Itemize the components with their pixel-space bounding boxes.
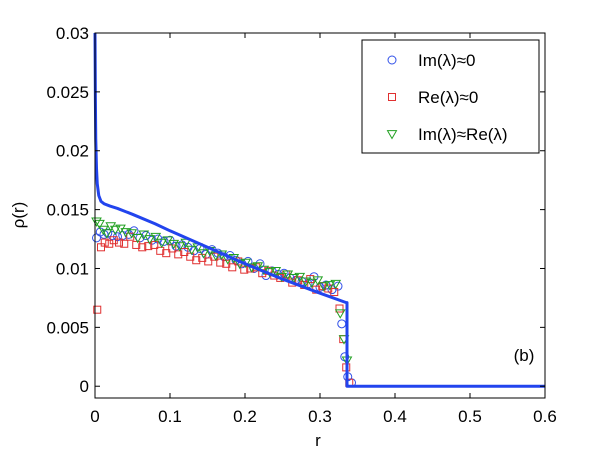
series-1-point [156, 246, 165, 255]
x-tick-label: 0.6 [533, 407, 557, 426]
series-2-point [91, 217, 102, 227]
series-2-point [126, 229, 138, 239]
series-1-point [126, 232, 135, 241]
legend-entry-label: Im(λ)≈0 [418, 51, 476, 70]
y-tick-label: 0.025 [46, 83, 89, 102]
x-tick-label: 0.5 [458, 407, 482, 426]
series-2-point [198, 249, 210, 259]
series-2-point [186, 245, 198, 256]
series-1-point [138, 243, 147, 252]
x-tick-label: 0.3 [308, 407, 332, 426]
series-2-point [150, 232, 162, 243]
series-2-point [94, 219, 105, 230]
data-layer [91, 32, 545, 388]
series-2-point [120, 228, 132, 238]
series-1-point [174, 250, 183, 259]
x-tick-label: 0.4 [383, 407, 407, 426]
series-2-point [144, 235, 156, 245]
series-1-point [132, 240, 141, 249]
y-tick-label: 0.005 [46, 318, 89, 337]
series-1-point [330, 288, 339, 297]
series-1-point [228, 263, 237, 272]
x-axis-label: r [315, 431, 321, 450]
x-tick-label: 0.1 [158, 407, 182, 426]
series-1-point [180, 248, 189, 256]
series-2-point [294, 272, 306, 283]
series-2-points [91, 217, 353, 366]
legend: Im(λ)≈0 Re(λ)≈0 Im(λ)≈Re(λ) [361, 39, 540, 154]
legend-entry-label: Re(λ)≈0 [418, 88, 478, 107]
series-2-point [270, 266, 282, 277]
series-1-point [162, 249, 171, 258]
legend-marker [388, 93, 396, 101]
x-tick-label: 0.2 [233, 407, 257, 426]
series-2-point [109, 225, 121, 236]
y-tick-label: 0.01 [56, 259, 89, 278]
series-1-point [100, 238, 109, 247]
series-1-point [150, 240, 159, 249]
series-2-point [306, 278, 318, 289]
series-1-point [144, 242, 153, 251]
series-2-point [324, 281, 336, 291]
y-tick-label: 0 [80, 377, 89, 396]
legend-box [361, 39, 540, 154]
legend-marker [386, 130, 398, 140]
series-1-point [109, 236, 118, 245]
panel-label: (b) [514, 346, 535, 365]
series-2-point [318, 282, 330, 292]
series-2-point [138, 230, 150, 240]
x-tick-label: 0 [90, 407, 99, 426]
series-2-point [312, 276, 324, 286]
series-1-point [335, 304, 344, 313]
legend-marker [387, 55, 397, 65]
series-2-point [132, 233, 144, 244]
series-2-point [288, 274, 300, 284]
series-1-point [115, 238, 123, 247]
series-2-point [101, 229, 113, 239]
series-1-point [192, 256, 201, 265]
axes-layer: 0 0.1 0.2 0.3 0.4 0.5 0.6 0 0.005 0.01 0.015 0.02 0.… [46, 24, 556, 426]
series-1-point [204, 257, 213, 266]
theory-curve [93, 32, 545, 388]
series-1-point [120, 239, 129, 248]
series-2-point [156, 238, 168, 249]
y-tick-label: 0.03 [56, 24, 89, 43]
y-axis-label: ρ(r) [9, 202, 28, 229]
series-2-point [330, 279, 342, 290]
y-tick-label: 0.015 [46, 201, 89, 220]
series-2-point [174, 242, 186, 252]
series-1-point [93, 305, 102, 314]
y-tick-label: 0.02 [56, 142, 89, 161]
legend-entry-label: Im(λ)≈Re(λ) [418, 125, 508, 144]
series-1-point [240, 265, 249, 274]
series-1-point [216, 258, 225, 267]
series-2-point [300, 277, 312, 287]
series-2-point [334, 309, 346, 319]
